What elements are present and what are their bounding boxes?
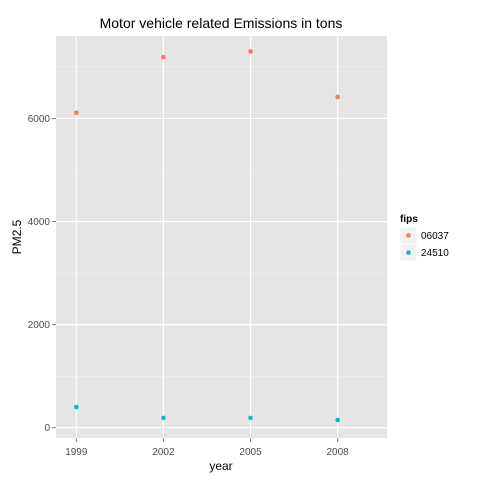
y-tick-label: 6000 — [28, 114, 51, 125]
data-point — [248, 415, 253, 421]
data-point — [74, 404, 79, 410]
data-points — [74, 49, 340, 423]
major-gridlines — [56, 36, 387, 438]
y-tick-label: 4000 — [28, 217, 51, 228]
y-axis-title: PM2.5 — [10, 219, 24, 254]
data-point — [74, 110, 79, 116]
legend-key-marker — [406, 250, 411, 255]
legend-title: fips — [400, 214, 418, 225]
data-point — [161, 415, 166, 421]
chart-title: Motor vehicle related Emissions in tons — [100, 15, 343, 31]
legend-label: 06037 — [421, 231, 449, 242]
data-point — [335, 94, 340, 100]
x-tick-label: 2005 — [239, 447, 262, 458]
x-axis-title: year — [209, 459, 232, 473]
y-tick-label: 2000 — [28, 320, 51, 331]
legend-label: 24510 — [421, 248, 449, 259]
x-tick-label: 2002 — [152, 447, 175, 458]
y-tick-label: 0 — [44, 423, 50, 434]
data-point — [248, 49, 253, 54]
x-axis-ticks: 1999 2002 2005 2008 — [65, 438, 349, 458]
data-point — [335, 417, 340, 423]
plot-panel — [56, 36, 387, 438]
legend-key-marker — [406, 233, 411, 238]
x-tick-label: 1999 — [65, 447, 88, 458]
minor-gridlines — [56, 66, 387, 377]
legend: fips 06037 24510 — [399, 214, 449, 262]
y-axis-ticks: 0 2000 4000 6000 — [28, 114, 56, 434]
data-point — [161, 54, 166, 60]
x-tick-label: 2008 — [327, 447, 350, 458]
